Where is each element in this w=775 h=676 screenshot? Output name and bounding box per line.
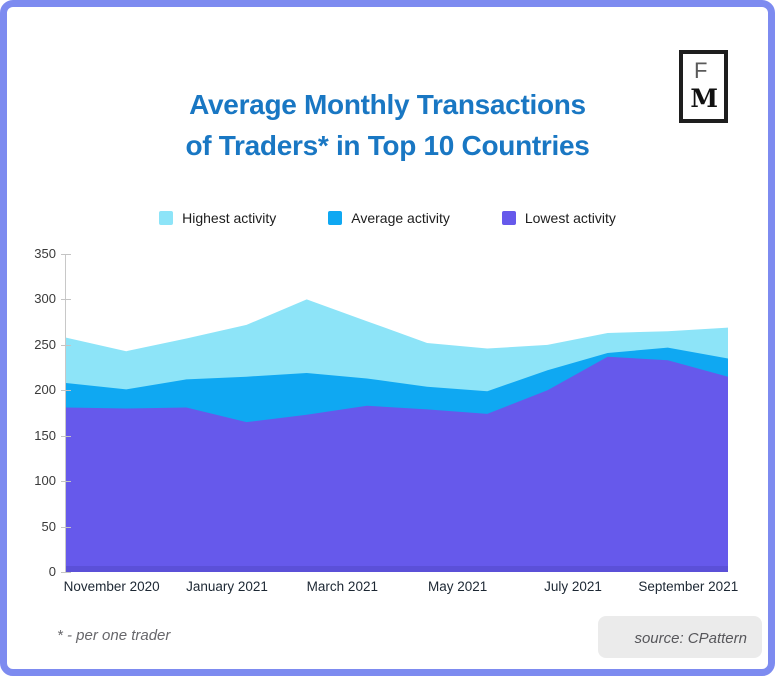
y-tick-mark bbox=[61, 299, 71, 301]
y-tick-label-200: 200 bbox=[34, 382, 56, 398]
x-tick-label: January 2021 bbox=[186, 579, 268, 594]
source-credit: source: CPattern bbox=[634, 630, 747, 647]
x-tick-label: March 2021 bbox=[306, 579, 378, 594]
watermark-box bbox=[598, 616, 762, 658]
footnote: * - per one trader bbox=[57, 627, 171, 644]
x-axis-labels: November 2020 January 2021 March 2021 May 2… bbox=[54, 579, 746, 594]
logo-letter-f: F bbox=[694, 58, 708, 83]
legend-label-lowest: Lowest activity bbox=[524, 210, 616, 226]
chart-title: Average Monthly Transactions of Traders*… bbox=[0, 84, 775, 166]
y-tick-mark bbox=[61, 390, 71, 392]
legend-item-lowest: Lowest activity bbox=[501, 210, 616, 226]
y-tick-label-0: 0 bbox=[48, 564, 56, 579]
plot-area bbox=[61, 254, 728, 573]
y-tick-mark bbox=[61, 344, 71, 346]
y-tick-label-50: 50 bbox=[41, 518, 56, 534]
highest-activity-swatch-icon bbox=[159, 211, 174, 225]
legend-item-highest: Highest activity bbox=[159, 210, 276, 226]
y-tick-mark bbox=[61, 254, 71, 255]
y-tick-label-100: 100 bbox=[34, 473, 56, 489]
x-tick-label: July 2021 bbox=[544, 579, 602, 594]
lowest-activity-swatch-icon bbox=[501, 211, 516, 225]
x-tick-label: May 2021 bbox=[428, 579, 488, 594]
x-axis-baseline bbox=[66, 566, 728, 572]
area-chart-svg bbox=[66, 299, 728, 572]
y-axis-labels: 0 50 100 150 200 250 300 350 bbox=[0, 246, 58, 579]
y-tick-mark bbox=[61, 572, 71, 573]
y-tick-mark bbox=[61, 526, 71, 528]
logo-letter-m: M bbox=[690, 84, 718, 113]
x-tick-label: September 2021 bbox=[638, 579, 739, 594]
average-activity-swatch-icon bbox=[328, 211, 343, 225]
y-tick-mark bbox=[61, 481, 71, 483]
area-lowest-activity bbox=[66, 356, 728, 572]
y-tick-label-300: 300 bbox=[34, 291, 56, 307]
chart-title-line1: Average Monthly Transactions bbox=[189, 89, 586, 120]
y-tick-mark bbox=[61, 435, 71, 437]
legend-label-highest: Highest activity bbox=[182, 210, 277, 226]
legend-item-average: Average activity bbox=[328, 210, 450, 226]
fm-logo: F M bbox=[679, 50, 728, 123]
legend: Highest activity Average activity Lowest… bbox=[0, 210, 775, 226]
y-tick-label-350: 350 bbox=[34, 246, 56, 261]
y-tick-label-150: 150 bbox=[34, 427, 56, 443]
x-tick-label: November 2020 bbox=[63, 579, 160, 594]
legend-label-average: Average activity bbox=[351, 210, 450, 226]
chart-title-line2: of Traders* in Top 10 Countries bbox=[185, 130, 590, 161]
y-tick-label-250: 250 bbox=[34, 336, 56, 352]
